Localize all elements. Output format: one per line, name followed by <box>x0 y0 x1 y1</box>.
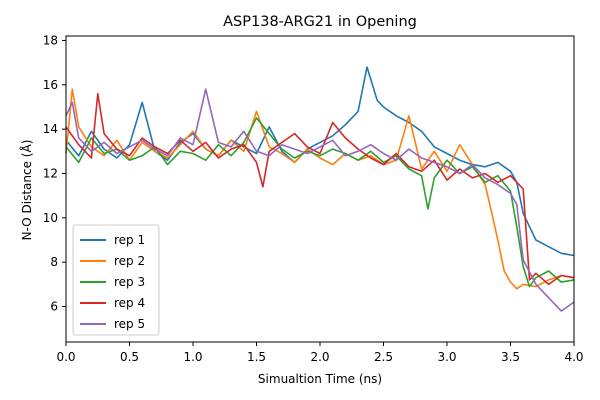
y-axis-label: N-O Distance (Å) <box>19 140 34 241</box>
x-tick-label: 4.0 <box>564 350 583 364</box>
legend-label-1: rep 1 <box>114 233 145 247</box>
x-axis-ticks: 0.0 0.5 1.0 1.5 2.0 2.5 3.0 3.5 4.0 <box>56 342 584 364</box>
series-line-2 <box>65 88 575 290</box>
y-tick-label: 14 <box>43 122 58 136</box>
plot-area <box>65 35 575 343</box>
y-axis-ticks: 6 8 10 12 14 16 18 <box>43 33 66 314</box>
x-tick-label: 1.0 <box>183 350 202 364</box>
legend: rep 1 rep 2 rep 3 rep 4 rep 5 <box>72 224 160 336</box>
series-line-5 <box>65 88 575 312</box>
x-tick-label: 2.5 <box>374 350 393 364</box>
series-lines <box>65 66 575 312</box>
chart-title: ASP138-ARG21 in Opening <box>223 14 417 30</box>
legend-label-2: rep 2 <box>114 254 145 268</box>
y-tick-label: 10 <box>43 211 58 225</box>
x-tick-label: 0.5 <box>120 350 139 364</box>
legend-label-5: rep 5 <box>114 317 145 331</box>
y-tick-label: 6 <box>50 300 58 314</box>
x-tick-label: 0.0 <box>56 350 75 364</box>
y-tick-label: 12 <box>43 166 58 180</box>
y-tick-label: 18 <box>43 33 58 47</box>
legend-label-4: rep 4 <box>114 296 145 310</box>
x-tick-label: 3.5 <box>501 350 520 364</box>
legend-box <box>72 224 160 336</box>
x-axis-label: Simualtion Time (ns) <box>258 372 382 386</box>
x-tick-label: 1.5 <box>247 350 266 364</box>
x-tick-label: 3.0 <box>437 350 456 364</box>
y-tick-label: 8 <box>50 255 58 269</box>
legend-label-3: rep 3 <box>114 275 145 289</box>
x-tick-label: 2.0 <box>310 350 329 364</box>
y-tick-label: 16 <box>43 78 58 92</box>
